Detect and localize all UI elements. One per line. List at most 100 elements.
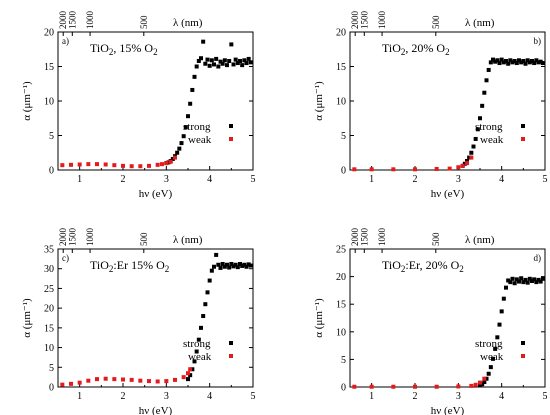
data-point [514, 61, 519, 66]
data-point [369, 384, 374, 389]
data-point [240, 63, 245, 68]
data-point [216, 64, 221, 69]
y-tick-label: 5 [341, 131, 346, 142]
data-point [164, 379, 169, 384]
legend-weak-label: weak [188, 134, 212, 146]
sample-label: TiO2, 15% O2 [90, 41, 158, 57]
data-point [194, 349, 199, 354]
data-point [484, 78, 489, 83]
data-point [69, 162, 73, 167]
data-point [231, 264, 236, 269]
data-point [512, 281, 517, 286]
data-point [536, 277, 541, 282]
top-tick-label: 2000 [58, 228, 68, 247]
data-point [434, 384, 439, 389]
data-point [499, 309, 504, 314]
data-point [229, 261, 234, 266]
data-point [188, 367, 193, 372]
data-point [369, 167, 374, 172]
data-point [525, 280, 530, 285]
sample-label: TiO2, 20% O2 [382, 41, 450, 57]
data-point [173, 155, 177, 160]
data-point [188, 101, 193, 106]
data-point [525, 58, 530, 63]
data-point [77, 162, 82, 167]
chart-panel-2: 1 2 3 4 5 0 5 10 15 20 2000 1500 1000 500 λ (nm) hν (eV… [313, 11, 548, 201]
y-tick-label: 5 [49, 363, 54, 374]
data-point [536, 60, 541, 65]
data-point [501, 60, 506, 65]
data-point [207, 63, 212, 68]
data-point [530, 58, 534, 63]
top-tick-label: 2000 [58, 11, 68, 30]
y-axis-label: α (μm⁻¹) [21, 81, 33, 121]
data-point [482, 380, 487, 385]
y-tick-label: 15 [44, 323, 54, 334]
plot-frame [349, 248, 546, 388]
data-point [504, 285, 508, 290]
data-point [77, 380, 82, 385]
y-axis-label: α (μm⁻¹) [313, 81, 325, 121]
data-point [517, 279, 521, 284]
data-point [192, 359, 197, 364]
data-point [203, 302, 208, 307]
data-point [480, 103, 485, 108]
x-tick-label: 1 [77, 391, 82, 402]
data-point [121, 163, 125, 168]
x-axis-label: hν (eV) [139, 188, 173, 200]
y-tick-label: 10 [336, 327, 346, 338]
data-point [246, 262, 251, 267]
chart-panel-1: 1 2 3 4 5 0 5 10 15 20 2000 1500 1000 500 λ (nm) hν (eV… [21, 11, 256, 201]
y-tick-label: 0 [341, 383, 346, 394]
top-tick-label: 1500 [359, 228, 369, 247]
data-point [181, 134, 186, 139]
data-point [231, 62, 236, 67]
y-tick-label: 10 [336, 97, 346, 108]
top-tick-label: 1500 [67, 11, 77, 30]
data-point [486, 67, 491, 72]
data-point [527, 60, 532, 65]
data-point [534, 58, 539, 63]
data-point [510, 276, 515, 281]
top-tick-label: 500 [139, 232, 149, 246]
data-point [190, 367, 195, 372]
data-point [519, 276, 524, 281]
top-axis-label: λ (nm) [173, 17, 203, 29]
data-point [495, 335, 500, 340]
data-point [220, 61, 225, 66]
legend-weak-marker [521, 354, 525, 358]
data-point [497, 61, 502, 66]
data-point [186, 114, 190, 119]
data-point [103, 376, 108, 381]
data-point [190, 87, 195, 92]
series-strong [478, 276, 545, 388]
legend-weak-marker [521, 137, 525, 141]
panel-label: b) [534, 36, 542, 46]
x-tick-label: 1 [77, 174, 82, 185]
data-point [181, 375, 186, 380]
y-axis-label: α (μm⁻¹) [21, 298, 33, 338]
data-point [194, 64, 199, 69]
x-tick-label: 5 [251, 391, 256, 402]
y-tick-label: 5 [341, 355, 346, 366]
top-tick-label: 1500 [67, 228, 77, 247]
data-point [103, 162, 108, 167]
top-tick-label: 1000 [377, 11, 387, 30]
data-point [465, 159, 469, 164]
data-point [129, 377, 134, 382]
x-tick-label: 5 [251, 174, 256, 185]
x-tick-label: 3 [456, 391, 461, 402]
x-axis-label: hν (eV) [431, 188, 465, 200]
data-point [491, 57, 495, 62]
x-tick-label: 1 [369, 174, 374, 185]
sample-label: TiO2:Er 15% O2 [90, 258, 169, 274]
y-tick-label: 20 [44, 304, 54, 315]
data-point [220, 261, 225, 266]
x-tick-label: 2 [121, 391, 126, 402]
series-strong [186, 252, 253, 382]
y-tick-label: 25 [336, 245, 346, 256]
data-point [488, 60, 493, 65]
data-point [138, 164, 143, 169]
data-point [540, 276, 545, 281]
x-tick-label: 4 [207, 391, 212, 402]
